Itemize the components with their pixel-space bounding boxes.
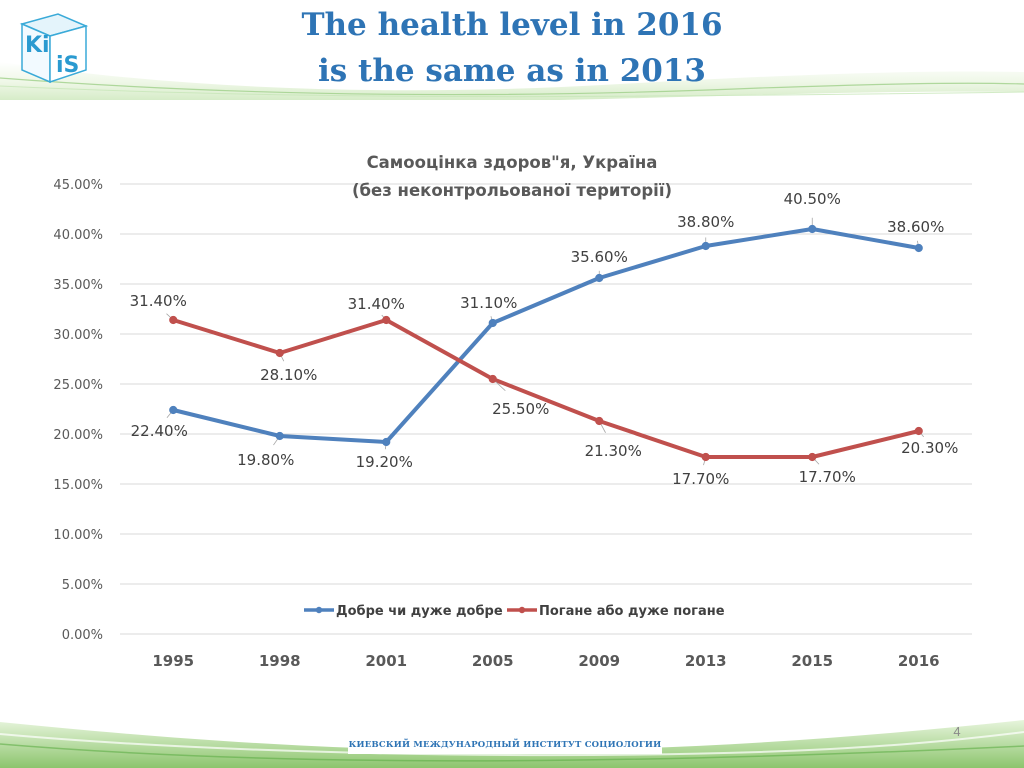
slide-title-line-1: The health level in 2016 — [301, 7, 723, 43]
y-tick-label: 25.00% — [53, 378, 103, 393]
legend-label: Добре чи дуже добре — [336, 604, 503, 619]
page-number: 4 — [953, 724, 961, 739]
chart-legend: Добре чи дуже добре Погане або дуже поган… — [304, 604, 725, 619]
data-label: 25.50% — [492, 400, 549, 418]
data-label: 38.80% — [677, 213, 734, 231]
chart-series: 22.40% 19.80% 19.20% 31.10% 35.60% 38.80% 40.5… — [130, 190, 959, 488]
data-label: 17.70% — [799, 468, 856, 486]
y-tick-label: 35.00% — [53, 278, 103, 293]
y-tick-label: 10.00% — [53, 528, 103, 543]
data-point — [275, 431, 284, 441]
legend-label: Погане або дуже погане — [539, 604, 725, 619]
data-label: 19.20% — [356, 453, 413, 471]
legend-item: Добре чи дуже добре — [304, 604, 503, 619]
data-point — [808, 452, 817, 462]
data-label: 20.30% — [901, 439, 958, 457]
kiis-logo: Ki iS — [19, 13, 89, 84]
legend-marker — [315, 606, 323, 614]
data-label: 35.60% — [571, 248, 628, 266]
legend-item: Погане або дуже погане — [507, 604, 725, 619]
chart-subtitle: (без неконтрольованої території) — [352, 181, 672, 200]
x-tick-label: 2015 — [791, 652, 833, 670]
chart-gridlines — [120, 183, 972, 635]
series-1: 22.40% 19.80% 19.20% 31.10% 35.60% 38.80% 40.5… — [131, 190, 945, 471]
data-point — [382, 315, 391, 325]
x-tick-label: 2009 — [578, 652, 620, 670]
chart-title: Самооцінка здоров"я, Україна — [367, 153, 658, 172]
series-line — [171, 318, 921, 459]
data-label: 40.50% — [784, 190, 841, 208]
series-line — [171, 227, 921, 444]
x-tick-label: 2005 — [472, 652, 514, 670]
data-point — [808, 224, 817, 234]
y-tick-label: 20.00% — [53, 428, 103, 443]
x-tick-label: 2001 — [365, 652, 407, 670]
logo-text-top: Ki — [25, 33, 50, 58]
data-label: 28.10% — [260, 366, 317, 384]
y-tick-label: 30.00% — [53, 328, 103, 343]
data-label: 17.70% — [672, 470, 729, 488]
data-point — [488, 374, 497, 384]
slide-title-line-2: is the same as in 2013 — [318, 53, 706, 89]
data-label: 19.80% — [237, 451, 294, 469]
data-label: 22.40% — [131, 422, 188, 440]
logo-text-bottom: iS — [56, 53, 79, 78]
footer-banner: КИЕВСКИЙ МЕЖДУНАРОДНЫЙ ИНСТИТУТ СОЦИОЛОГ… — [348, 736, 662, 754]
y-tick-label: 40.00% — [53, 228, 103, 243]
legend-marker — [518, 606, 526, 614]
data-point — [382, 437, 391, 447]
data-point — [701, 241, 710, 251]
series-2: 31.40% 28.10% 31.40% 25.50% 21.30% 17.70% 17.7… — [130, 292, 959, 488]
data-label: 31.10% — [460, 294, 517, 312]
y-tick-label: 45.00% — [53, 178, 103, 193]
data-point — [275, 348, 284, 358]
data-point — [595, 273, 604, 283]
y-tick-label: 15.00% — [53, 478, 103, 493]
x-tick-label: 1995 — [152, 652, 194, 670]
data-point — [488, 318, 497, 328]
x-axis-labels: 1995 1998 2001 2005 2009 2013 2015 2016 — [152, 652, 939, 670]
data-label: 31.40% — [348, 295, 405, 313]
data-label: 21.30% — [585, 442, 642, 460]
y-tick-label: 0.00% — [62, 628, 103, 643]
data-point — [595, 416, 604, 426]
data-point — [914, 243, 923, 253]
slide-title: The health level in 2016 is the same as … — [220, 2, 804, 94]
data-label: 38.60% — [887, 218, 944, 236]
x-tick-label: 1998 — [259, 652, 301, 670]
footer-wave — [0, 720, 1024, 768]
y-tick-label: 5.00% — [62, 578, 103, 593]
x-tick-label: 2016 — [898, 652, 940, 670]
data-point — [169, 315, 178, 325]
x-tick-label: 2013 — [685, 652, 727, 670]
data-point — [169, 405, 178, 415]
data-point — [701, 452, 710, 462]
header-wave — [0, 62, 1024, 100]
y-axis-labels: 0.00% 5.00% 10.00% 15.00% 20.00% 25.00% 30.00%… — [53, 178, 103, 643]
data-point — [914, 426, 923, 436]
data-label: 31.40% — [130, 292, 187, 310]
